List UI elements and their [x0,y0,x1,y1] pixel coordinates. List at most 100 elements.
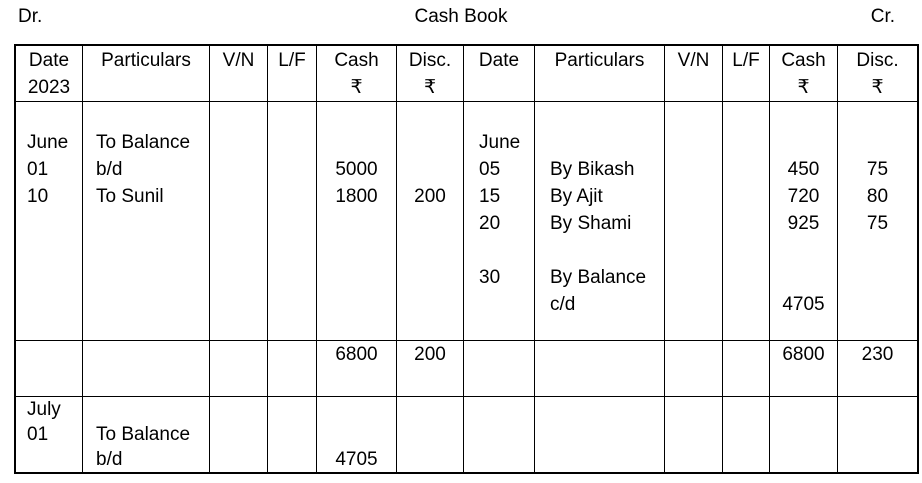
debit-cash-line: 5000 [335,159,378,180]
carry-date-cell: July 01 [16,397,83,472]
carry-credit-cash-cell [770,397,838,472]
debit-discount-line: 200 [414,186,446,207]
credit-discount-line [838,264,917,291]
credit-discount-cell: 75 80 75 [838,102,917,340]
entries-row: June 01 10 To Balance b/d To Sunil 5000 … [16,102,917,342]
credit-particulars-line [535,129,664,156]
debit-discount-cell: 200 [397,102,464,341]
debit-discount-line [397,156,463,183]
header-discount-credit: Disc. ₹ [838,46,917,101]
credit-date-line: 20 [479,213,501,234]
carry-date-line [16,447,82,472]
credit-particulars-line: By Shami [550,213,632,234]
rupee-symbol: ₹ [350,77,363,98]
header-date-debit: Date 2023 [16,46,83,101]
debit-particulars-line: b/d [96,159,123,180]
debit-cash-line: 1800 [335,186,378,207]
credit-folio-cell [723,102,770,341]
header-discount-label: Disc. [856,50,899,71]
carry-particulars-line: To Balance [96,424,191,445]
credit-particulars-line: c/d [550,294,576,315]
debit-total-cash-cell: 6800 [317,341,397,396]
credit-particulars-line [535,237,664,264]
credit-cash-line [770,264,837,291]
caption-row: Dr. Cash Book Cr. [0,6,922,34]
header-particulars-debit: Particulars [83,46,210,101]
carry-credit-particulars-cell [535,397,665,472]
credit-particulars-line: By Bikash [550,159,635,180]
credit-discount-line [838,237,917,264]
debit-total-voucher-cell [210,341,268,396]
header-cash-label: Cash [781,50,826,71]
debit-date-line: June [27,132,69,153]
balance-brought-down-row: July 01 To Balance b/d 4705 [16,397,917,472]
debit-discount-line [397,102,463,129]
header-year-label: 2023 [27,77,71,98]
header-voucher-label: V/N [677,50,710,71]
credit-cash-line: 4705 [782,294,825,315]
credit-total-particulars-cell [535,341,665,396]
credit-cash-line: 925 [787,213,820,234]
credit-total-folio-cell [723,341,770,396]
header-cash-label: Cash [334,50,379,71]
carry-discount-cell [397,397,464,472]
header-date-credit: Date [464,46,535,101]
header-date-label: Date [28,50,70,71]
carry-credit-date-cell [464,397,535,472]
header-voucher-credit: V/N [665,46,723,101]
credit-cash-line [770,237,837,264]
debit-cash-line [317,129,396,156]
debit-cash-line [317,102,396,129]
credit-side-label: Cr. [870,6,895,27]
credit-date-line [464,291,534,318]
credit-discount-line [838,129,917,156]
debit-folio-cell [268,102,317,341]
header-particulars-label: Particulars [101,50,191,71]
debit-particulars-cell: To Balance b/d To Sunil [83,102,210,341]
credit-date-cell: June 05 15 20 30 [464,102,535,341]
header-folio-debit: L/F [268,46,317,101]
page-title: Cash Book [414,6,508,27]
credit-date-line [464,237,534,264]
debit-cash-cell: 5000 1800 [317,102,397,341]
carry-date-line: July [27,399,61,420]
debit-discount-line [397,129,463,156]
carry-credit-folio-cell [723,397,770,472]
debit-particulars-line: To Balance [96,132,191,153]
carry-date-line: 01 [27,424,49,445]
header-folio-credit: L/F [723,46,770,101]
header-discount-label: Disc. [408,50,452,71]
totals-row: 6800 200 6800 230 [16,341,917,397]
credit-date-line [464,102,534,129]
header-folio-label: L/F [732,50,760,71]
debit-total-date-cell [16,341,83,396]
credit-discount-line: 75 [866,159,889,180]
header-date-label: Date [478,50,520,71]
rupee-symbol: ₹ [423,77,437,98]
credit-total-date-cell [464,341,535,396]
debit-date-line: 01 [27,159,49,180]
credit-date-line: 15 [479,186,501,207]
credit-particulars-line [535,102,664,129]
carry-folio-cell [268,397,317,472]
credit-cash-line: 720 [787,186,820,207]
debit-date-line: 10 [27,186,49,207]
debit-total-particulars-cell [83,341,210,396]
header-particulars-credit: Particulars [535,46,665,101]
carry-particulars-cell: To Balance b/d [83,397,210,472]
credit-total-discount-cell: 230 [838,341,917,396]
credit-total-voucher-cell [665,341,723,396]
carry-voucher-cell [210,397,268,472]
debit-date-cell: June 01 10 [16,102,83,341]
credit-cash-line: 450 [787,159,820,180]
cash-book-table: Date 2023 Particulars V/N L/F Cash ₹ Dis… [14,44,919,474]
header-cash-credit: Cash ₹ [770,46,838,101]
credit-discount-total: 230 [861,344,894,366]
debit-side-label: Dr. [18,6,43,27]
credit-cash-line [770,102,837,129]
credit-voucher-cell [665,102,723,341]
credit-particulars-cell: By Bikash By Ajit By Shami By Balance c/… [535,102,665,341]
header-particulars-label: Particulars [554,50,645,71]
carry-cash-line [317,422,396,447]
